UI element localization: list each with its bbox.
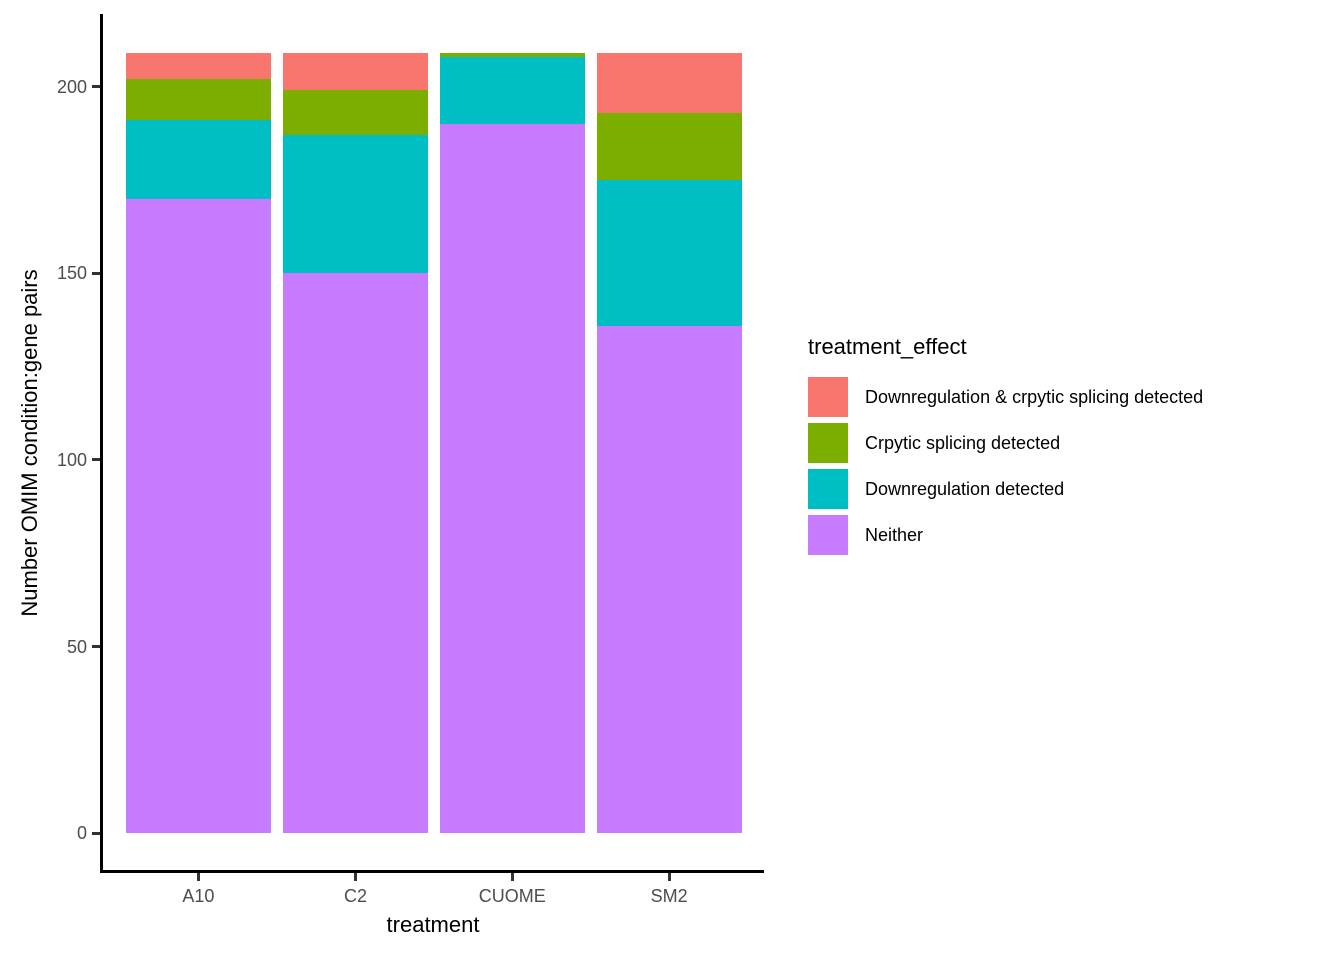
legend-key-swatch [808,423,848,463]
legend-key-swatch [808,515,848,555]
legend-item: Downregulation & crpytic splicing detect… [808,377,1203,417]
y-tick [92,271,100,275]
x-tick-label: SM2 [650,886,688,906]
x-tick-label: C2 [343,886,368,906]
y-tick-label: 200 [56,76,87,97]
legend-label: Crpytic splicing detected [865,432,1061,453]
legend-label: Downregulation detected [865,478,1065,499]
bar-segment [125,79,271,121]
x-tick [667,873,671,881]
bar-segment [596,325,742,834]
legend-item: Crpytic splicing detected [808,423,1203,463]
y-tick-label: 100 [56,449,87,470]
bar-segment [596,112,742,180]
bar-segment [439,123,585,834]
bar-segment [125,198,271,834]
x-axis-title: treatment [386,912,480,937]
bar-segment [596,179,742,326]
y-tick-label: 150 [56,263,87,284]
x-tick [510,873,514,881]
bar-segment [125,120,271,199]
legend: treatment_effect Downregulation & crpyti… [808,334,1203,561]
bar-segment [125,53,271,80]
legend-key-swatch [808,469,848,509]
y-tick [92,645,100,649]
y-tick [92,458,100,462]
y-axis-line [100,14,103,873]
x-tick [354,873,357,881]
bar-segment [283,273,428,834]
bar-segment [283,53,428,91]
y-tick-label: 0 [76,823,87,844]
legend-items: Downregulation & crpytic splicing detect… [808,377,1203,555]
legend-item: Downregulation detected [808,469,1203,509]
y-tick-label: 50 [66,636,87,657]
y-tick [92,831,100,835]
bar-segment [439,56,585,124]
y-axis-title-text: Number OMIM condition:gene pairs [17,269,42,617]
x-tick-label: A10 [182,886,215,906]
x-axis-line [100,870,764,873]
legend-title: treatment_effect [808,334,967,359]
bar-segment [283,90,428,136]
y-axis-title: Number OMIM condition:gene pairs [17,269,42,617]
bar-segment [596,53,742,113]
x-tick-label: CUOME [478,886,546,906]
legend-label: Downregulation & crpytic splicing detect… [865,386,1204,407]
bar-segment [439,53,585,57]
legend-key-swatch [808,377,848,417]
bar-segment [283,135,428,274]
legend-label: Neither [865,524,924,545]
legend-item: Neither [808,515,1203,555]
y-tick [92,85,100,89]
x-tick [196,873,200,881]
